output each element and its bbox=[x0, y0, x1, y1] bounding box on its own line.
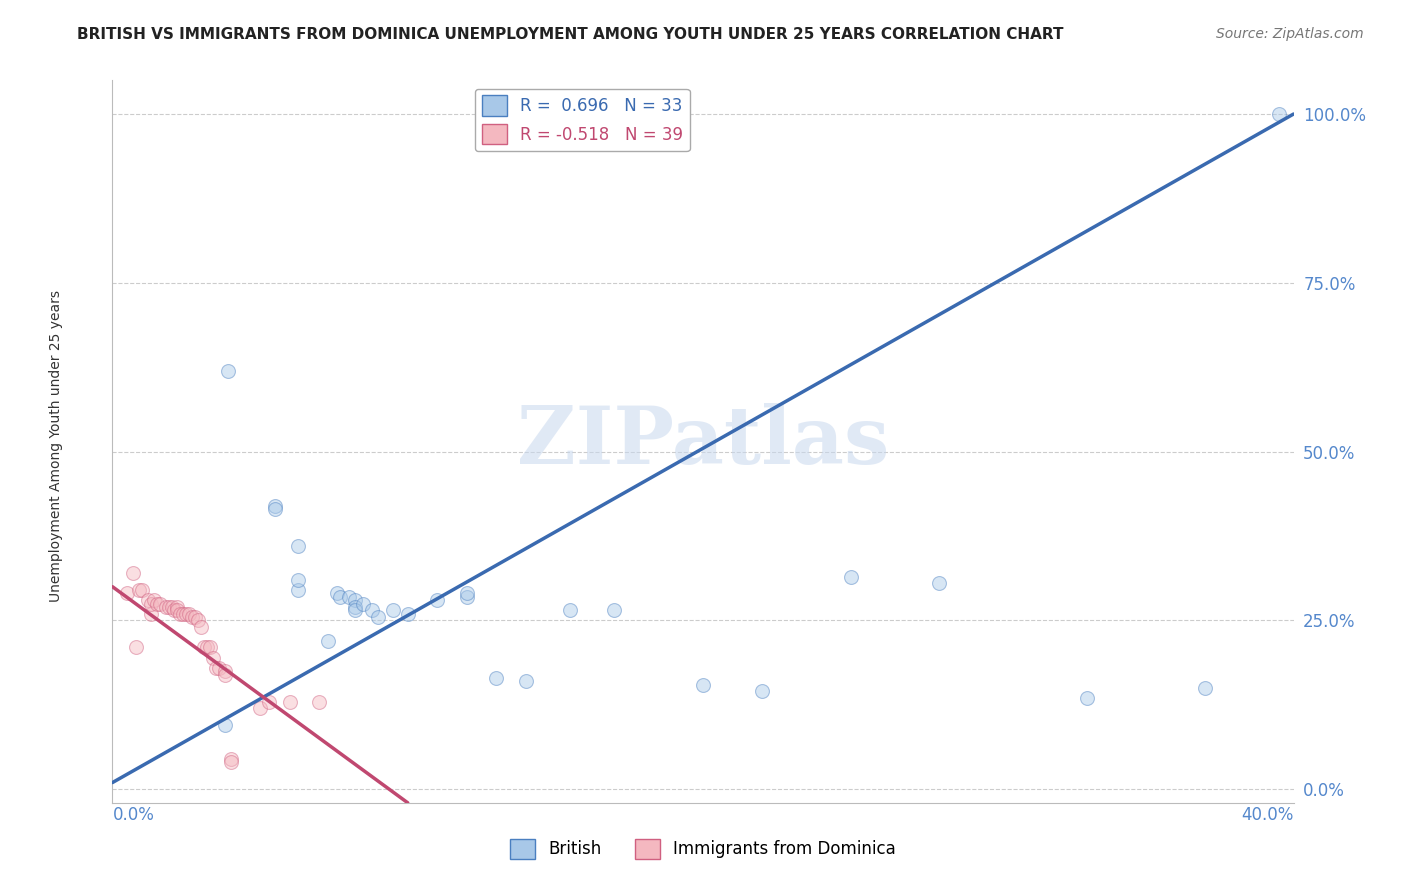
Point bbox=[166, 599, 188, 614]
Point bbox=[352, 597, 374, 611]
Point bbox=[426, 593, 449, 607]
Point bbox=[264, 502, 287, 516]
Point bbox=[1268, 107, 1291, 121]
Point bbox=[205, 661, 228, 675]
Point bbox=[456, 586, 478, 600]
Point bbox=[1194, 681, 1216, 695]
Point bbox=[190, 620, 212, 634]
Point bbox=[125, 640, 148, 655]
Point bbox=[217, 364, 239, 378]
Point bbox=[166, 603, 188, 617]
Point bbox=[117, 586, 138, 600]
Point bbox=[181, 610, 204, 624]
Point bbox=[214, 664, 236, 678]
Point bbox=[193, 640, 215, 655]
Point bbox=[751, 684, 773, 698]
Point bbox=[219, 752, 242, 766]
Point bbox=[382, 603, 405, 617]
Point bbox=[201, 650, 224, 665]
Point bbox=[179, 607, 201, 621]
Point bbox=[603, 603, 626, 617]
Point bbox=[160, 599, 183, 614]
Legend: R =  0.696   N = 33, R = -0.518   N = 39: R = 0.696 N = 33, R = -0.518 N = 39 bbox=[475, 88, 690, 151]
Point bbox=[184, 610, 207, 624]
Point bbox=[361, 603, 384, 617]
Point bbox=[131, 583, 153, 598]
Point bbox=[316, 633, 339, 648]
Point bbox=[128, 583, 150, 598]
Point bbox=[1076, 691, 1098, 706]
Point bbox=[326, 586, 349, 600]
Point bbox=[139, 597, 162, 611]
Point bbox=[157, 599, 180, 614]
Point bbox=[343, 603, 366, 617]
Point bbox=[515, 674, 537, 689]
Point bbox=[257, 694, 280, 708]
Point bbox=[692, 678, 714, 692]
Text: 0.0%: 0.0% bbox=[112, 806, 155, 824]
Point bbox=[169, 607, 191, 621]
Point bbox=[928, 576, 950, 591]
Point bbox=[174, 607, 197, 621]
Point bbox=[219, 756, 242, 770]
Point bbox=[839, 569, 862, 583]
Point bbox=[208, 661, 231, 675]
Point bbox=[146, 597, 169, 611]
Point bbox=[367, 610, 389, 624]
Text: Source: ZipAtlas.com: Source: ZipAtlas.com bbox=[1216, 27, 1364, 41]
Point bbox=[287, 583, 309, 598]
Point bbox=[287, 539, 309, 553]
Point bbox=[136, 593, 159, 607]
Point bbox=[172, 607, 194, 621]
Point bbox=[187, 614, 209, 628]
Text: 40.0%: 40.0% bbox=[1241, 806, 1294, 824]
Text: ZIPatlas: ZIPatlas bbox=[517, 402, 889, 481]
Point bbox=[122, 566, 145, 581]
Point bbox=[343, 593, 366, 607]
Legend: British, Immigrants from Dominica: British, Immigrants from Dominica bbox=[503, 832, 903, 866]
Text: Unemployment Among Youth under 25 years: Unemployment Among Youth under 25 years bbox=[49, 290, 63, 602]
Point bbox=[396, 607, 419, 621]
Point bbox=[214, 667, 236, 681]
Point bbox=[249, 701, 271, 715]
Point bbox=[195, 640, 218, 655]
Text: BRITISH VS IMMIGRANTS FROM DOMINICA UNEMPLOYMENT AMONG YOUTH UNDER 25 YEARS CORR: BRITISH VS IMMIGRANTS FROM DOMINICA UNEM… bbox=[77, 27, 1064, 42]
Point bbox=[264, 499, 287, 513]
Point bbox=[337, 590, 360, 604]
Point bbox=[278, 694, 301, 708]
Point bbox=[139, 607, 162, 621]
Point bbox=[163, 603, 186, 617]
Point bbox=[287, 573, 309, 587]
Point bbox=[343, 599, 366, 614]
Point bbox=[142, 593, 165, 607]
Point bbox=[149, 597, 172, 611]
Point bbox=[456, 590, 478, 604]
Point bbox=[329, 590, 352, 604]
Point bbox=[558, 603, 582, 617]
Point bbox=[485, 671, 508, 685]
Point bbox=[198, 640, 221, 655]
Point bbox=[155, 599, 177, 614]
Point bbox=[308, 694, 330, 708]
Point bbox=[214, 718, 236, 732]
